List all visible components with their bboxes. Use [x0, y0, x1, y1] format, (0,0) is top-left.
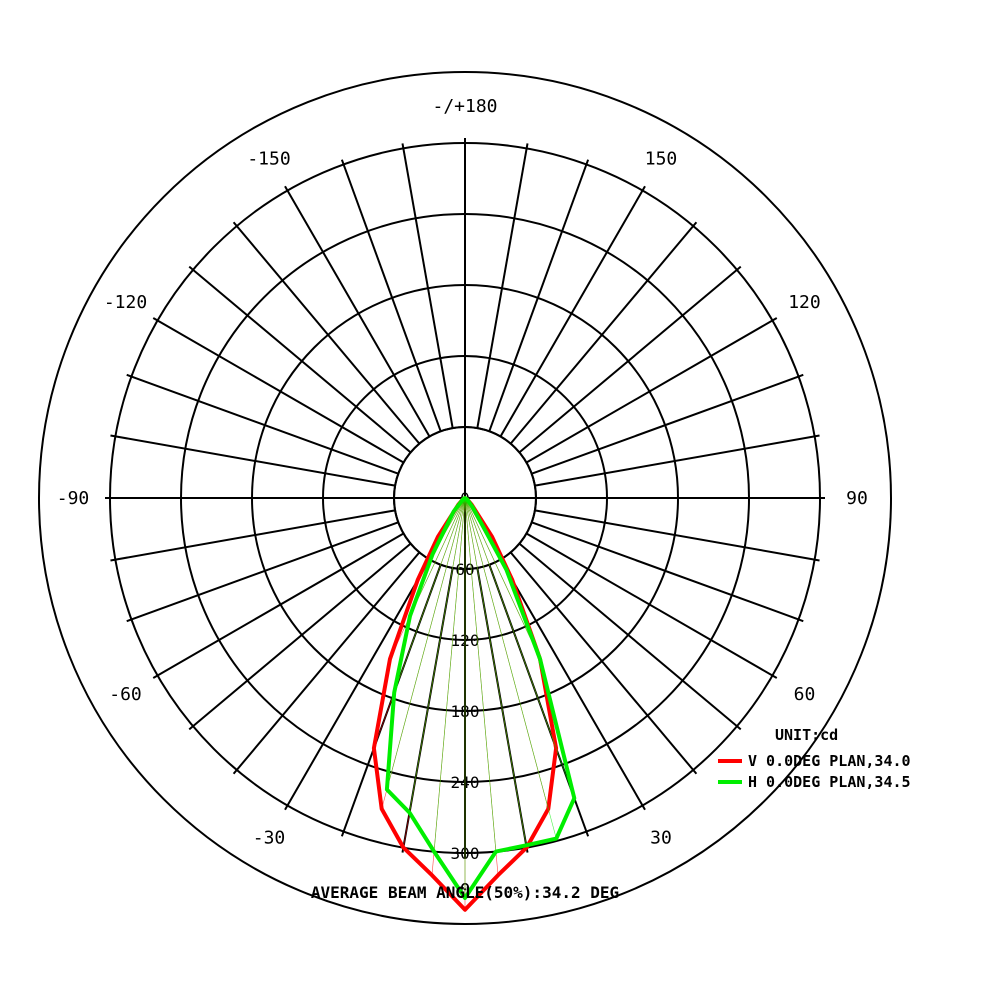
angle-label: -120 — [104, 292, 147, 313]
angle-label: -30 — [253, 827, 286, 848]
angle-label: 60 — [794, 684, 816, 705]
series-ray — [464, 497, 468, 500]
spoke-190 — [401, 143, 454, 429]
spoke-300 — [152, 532, 405, 679]
angle-label: 120 — [788, 292, 821, 313]
spoke-80 — [534, 509, 820, 562]
series-ray — [409, 497, 466, 617]
spoke-230 — [188, 265, 412, 454]
spoke-150 — [499, 185, 646, 438]
legend: UNIT:cd V 0.0DEG PLAN,34.0 H 0.0DEG PLAN… — [718, 726, 911, 791]
series-ray — [464, 497, 507, 570]
spoke-30 — [499, 558, 646, 811]
spoke-310 — [188, 542, 412, 731]
spoke-60 — [525, 532, 778, 679]
series-ray — [464, 497, 557, 839]
spoke-290 — [126, 521, 399, 623]
angle-label: -60 — [109, 684, 142, 705]
angle-label: -90 — [57, 488, 90, 509]
legend-label-h: H 0.0DEG PLAN,34.5 — [748, 773, 911, 791]
spoke-160 — [488, 159, 590, 432]
unit-label: UNIT:cd — [775, 726, 838, 744]
series-ray — [393, 497, 466, 693]
series-ray — [432, 497, 466, 555]
spoke-210 — [284, 185, 431, 438]
series-ray — [409, 497, 466, 813]
ring-360 — [38, 71, 892, 925]
series-ray — [433, 497, 466, 852]
angle-label: 90 — [846, 488, 868, 509]
spoke-70 — [531, 521, 804, 623]
angle-label: -150 — [247, 149, 290, 170]
spoke-260 — [110, 434, 396, 487]
series-ray — [464, 497, 527, 846]
spoke-200 — [340, 159, 442, 432]
series-ray — [453, 497, 466, 512]
spoke-240 — [152, 317, 405, 464]
spoke-320 — [232, 551, 421, 775]
spoke-140 — [509, 221, 698, 445]
angle-label: -/+180 — [432, 96, 497, 117]
spoke-50 — [518, 542, 742, 731]
intensity-curves — [371, 496, 577, 912]
spoke-130 — [518, 265, 742, 454]
angle-label: 150 — [645, 149, 678, 170]
series-ray — [464, 497, 575, 799]
series-ray — [464, 497, 473, 508]
spoke-110 — [531, 373, 804, 475]
series-ray — [464, 497, 497, 852]
spoke-330 — [284, 558, 431, 811]
series-ray — [386, 497, 466, 790]
series-ray — [464, 497, 541, 660]
spoke-280 — [110, 509, 396, 562]
spoke-220 — [232, 221, 421, 445]
spoke-100 — [534, 434, 820, 487]
spoke-250 — [126, 373, 399, 475]
spoke-170 — [476, 143, 529, 429]
spoke-120 — [525, 317, 778, 464]
spoke-40 — [509, 551, 698, 775]
beam-angle-footer: AVERAGE BEAM ANGLE(50%):34.2 DEG — [311, 883, 619, 902]
angle-label: 30 — [650, 827, 672, 848]
legend-label-v: V 0.0DEG PLAN,34.0 — [748, 752, 911, 770]
